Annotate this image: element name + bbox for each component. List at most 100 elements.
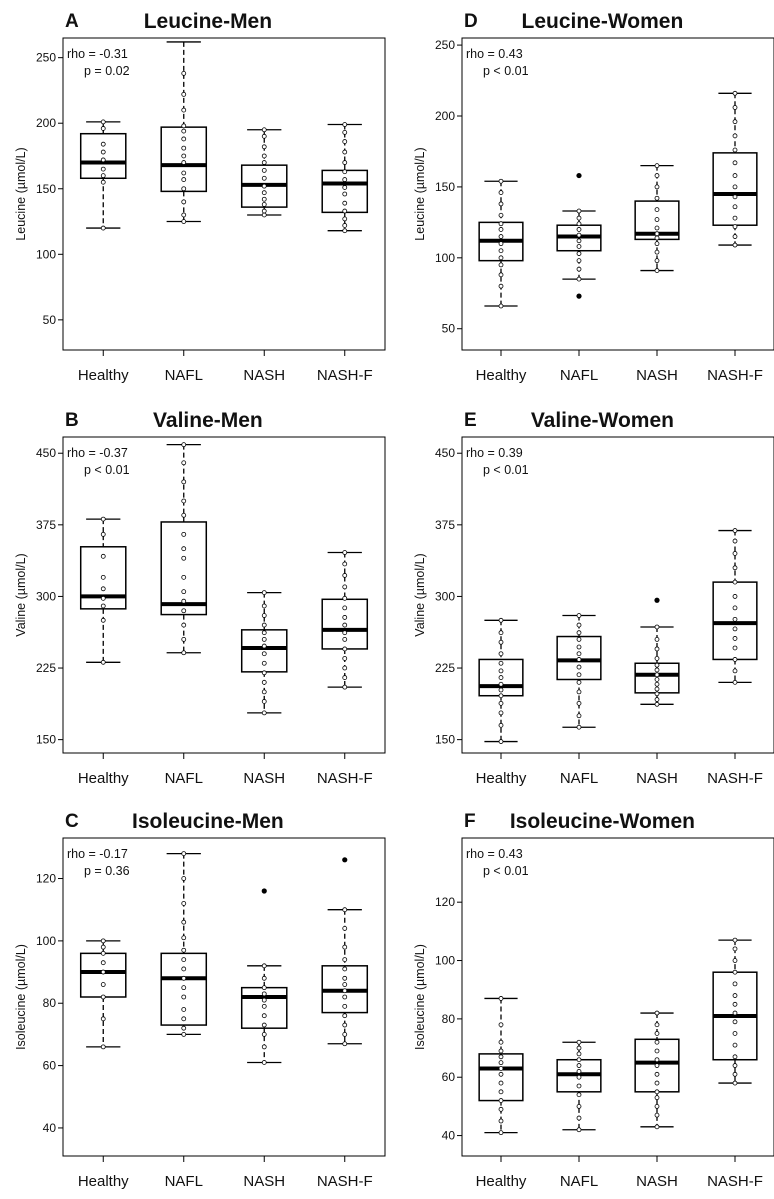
data-point bbox=[261, 679, 267, 685]
data-point bbox=[498, 722, 504, 728]
data-point bbox=[732, 242, 738, 248]
data-point bbox=[100, 617, 106, 623]
data-point bbox=[342, 988, 348, 994]
data-point bbox=[576, 636, 582, 642]
data-point bbox=[100, 157, 106, 163]
data-point bbox=[576, 1039, 582, 1045]
rho-label: rho = -0.37 bbox=[67, 446, 128, 460]
data-point bbox=[732, 636, 738, 641]
data-point bbox=[732, 958, 738, 963]
panel-title: Valine-Men bbox=[153, 409, 263, 432]
box bbox=[160, 952, 208, 1026]
data-point bbox=[498, 1022, 504, 1028]
data-point bbox=[654, 1095, 660, 1101]
panel-c: C Isoleucine-Men rho = -0.17 p = 0.36 40 60 80… bbox=[14, 810, 386, 1190]
outlier-point bbox=[261, 888, 267, 894]
panel-letter: D bbox=[464, 11, 478, 32]
data-point bbox=[732, 1071, 738, 1077]
plot-frame bbox=[62, 436, 386, 754]
data-point bbox=[342, 139, 348, 144]
x-tick-label: NASH-F bbox=[707, 1173, 763, 1190]
data-point bbox=[261, 127, 267, 133]
data-point bbox=[498, 693, 504, 699]
data-point bbox=[576, 1092, 582, 1098]
data-point bbox=[181, 1016, 187, 1022]
data-point bbox=[181, 512, 187, 518]
data-point bbox=[576, 1057, 582, 1063]
data-point bbox=[576, 644, 582, 650]
box bbox=[321, 169, 369, 214]
data-point bbox=[732, 90, 738, 96]
data-point bbox=[654, 672, 660, 678]
data-point bbox=[654, 241, 660, 247]
data-point bbox=[261, 991, 267, 997]
panel-title: Isoleucine-Men bbox=[132, 810, 284, 833]
data-point bbox=[181, 160, 187, 165]
data-point bbox=[261, 985, 267, 991]
panel-e: E Valine-Women rho = 0.39 p < 0.01 150 225 300… bbox=[413, 409, 774, 787]
data-point bbox=[342, 169, 348, 175]
panel-d: D Leucine-Women rho = 0.43 p < 0.01 50 100 150… bbox=[413, 10, 774, 384]
data-point bbox=[654, 1039, 660, 1045]
rho-label: rho = 0.43 bbox=[466, 47, 523, 61]
data-point bbox=[181, 966, 187, 972]
data-point bbox=[261, 1013, 267, 1019]
data-point bbox=[732, 937, 738, 943]
data-point bbox=[654, 677, 660, 682]
data-point bbox=[576, 664, 582, 670]
data-point bbox=[261, 670, 267, 676]
data-point bbox=[654, 636, 660, 642]
x-tick-label: NAFL bbox=[560, 770, 598, 787]
y-tick-label: 450 bbox=[36, 446, 56, 460]
data-point bbox=[181, 555, 187, 561]
outlier-point bbox=[576, 293, 582, 299]
data-point bbox=[181, 136, 187, 142]
data-point bbox=[342, 122, 348, 127]
y-tick-label: 80 bbox=[43, 996, 57, 1010]
data-point bbox=[654, 249, 660, 255]
data-point bbox=[576, 251, 582, 256]
data-point bbox=[342, 1003, 348, 1009]
x-tick-label: Healthy bbox=[78, 1173, 129, 1190]
data-point bbox=[654, 268, 660, 273]
data-point bbox=[732, 551, 738, 556]
data-point bbox=[654, 1089, 660, 1095]
data-point bbox=[100, 119, 106, 125]
data-point bbox=[261, 202, 267, 207]
panel-a: A Leucine-Men rho = -0.31 p = 0.02 50 100 150 2… bbox=[14, 10, 386, 384]
data-point bbox=[732, 605, 738, 611]
data-point bbox=[732, 160, 738, 166]
y-tick-label: 150 bbox=[435, 733, 455, 747]
data-point bbox=[261, 975, 267, 981]
data-point bbox=[261, 997, 267, 1003]
data-point bbox=[181, 70, 187, 76]
y-tick-label: 250 bbox=[36, 51, 56, 65]
data-point bbox=[654, 646, 660, 652]
x-tick-label: Healthy bbox=[476, 367, 527, 384]
data-point bbox=[576, 258, 582, 264]
plot-frame bbox=[62, 837, 386, 1157]
data-point bbox=[342, 1032, 348, 1037]
data-point bbox=[261, 622, 267, 628]
data-point bbox=[181, 1025, 187, 1031]
plot-frame bbox=[461, 837, 774, 1157]
y-tick-label: 225 bbox=[435, 661, 455, 675]
data-point bbox=[576, 651, 582, 657]
data-point bbox=[261, 153, 267, 159]
data-point bbox=[498, 1089, 504, 1095]
data-point bbox=[261, 1003, 267, 1009]
data-point bbox=[342, 944, 348, 950]
data-point bbox=[181, 186, 187, 192]
p-value-label: p = 0.02 bbox=[84, 64, 130, 78]
data-point bbox=[654, 1080, 660, 1086]
data-point bbox=[342, 615, 348, 620]
data-point bbox=[181, 608, 187, 614]
data-point bbox=[498, 178, 504, 184]
data-point bbox=[342, 573, 348, 578]
box bbox=[79, 952, 127, 998]
y-tick-label: 60 bbox=[43, 1059, 57, 1073]
y-tick-label: 100 bbox=[36, 247, 56, 261]
y-tick-label: 120 bbox=[36, 872, 56, 886]
data-point bbox=[576, 1104, 582, 1109]
data-point bbox=[576, 221, 582, 227]
